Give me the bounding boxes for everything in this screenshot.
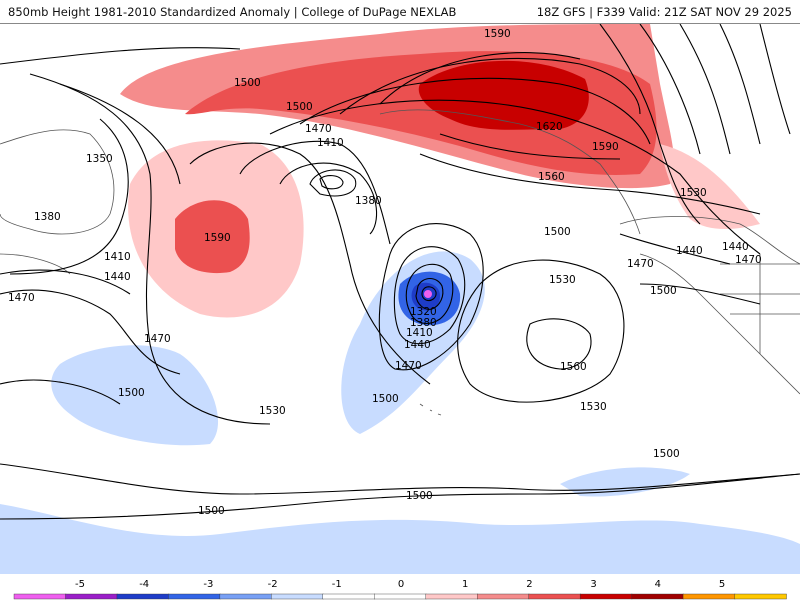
colorbar-swatch (734, 593, 787, 600)
anomaly-map: 1590 1500 1500 1470 1410 1350 1380 1380 … (0, 24, 800, 574)
anomaly-shading (0, 24, 800, 574)
contour-label: 1590 (592, 141, 619, 153)
contour-label: 1590 (484, 28, 511, 40)
colorbar-tick-label: -1 (332, 579, 342, 590)
contour-label: 1320 (410, 306, 437, 318)
contour-label: 1560 (538, 171, 565, 183)
colorbar-swatch (425, 593, 478, 600)
contour-label: 1470 (8, 292, 35, 304)
contour-label: 1500 (372, 393, 399, 405)
negative-anomaly-south (0, 504, 800, 574)
contour-label: 1350 (86, 153, 113, 165)
colorbar-swatch (682, 593, 736, 600)
colorbar-swatch (116, 593, 170, 600)
colorbar-tick-label: 1 (462, 579, 468, 590)
colorbar-swatch (65, 593, 118, 600)
height-contours (0, 24, 800, 520)
contour-label: 1530 (580, 401, 607, 413)
contour-label: 1500 (544, 226, 571, 238)
model-run-info: 18Z GFS | F339 Valid: 21Z SAT NOV 29 202… (536, 5, 792, 19)
contour-label: 1470 (627, 258, 654, 270)
contour-label: 1500 (286, 101, 313, 113)
colorbar-swatch (579, 593, 633, 600)
contour-label: 1530 (680, 187, 707, 199)
colorbar-swatch (322, 593, 375, 600)
contour-label: 1440 (104, 271, 131, 283)
contour-label: 1500 (406, 490, 433, 502)
colorbar-tick-label: -4 (139, 579, 149, 590)
negative-anomaly-southeast (560, 467, 690, 497)
contour-label: 1500 (234, 77, 261, 89)
negative-anomaly-west (51, 345, 219, 446)
colorbar-tick-label: 2 (526, 579, 532, 590)
colorbar-ticks: -5 -4 -3 -2 -1 0 1 2 3 4 5 (75, 579, 725, 590)
contour-label: 1470 (395, 360, 422, 372)
contour-label: 1500 (198, 505, 225, 517)
contour-label: 1620 (536, 121, 563, 133)
colorbar-tick-label: 5 (719, 579, 725, 590)
contour-label: 1410 (317, 137, 344, 149)
contour-label: 1470 (735, 254, 762, 266)
contour-label: 1380 (355, 195, 382, 207)
colorbar-swatch (374, 593, 427, 600)
colorbar-swatch (477, 593, 530, 600)
colorbar-tick-label: -2 (268, 579, 278, 590)
colorbar-swatch (219, 593, 273, 600)
colorbar-swatches (13, 593, 787, 600)
contour-label: 1470 (144, 333, 171, 345)
colorbar-tick-label: 4 (655, 579, 661, 590)
colorbar: -5 -4 -3 -2 -1 0 1 2 3 4 5 (13, 579, 787, 600)
contour-label: 1380 (410, 317, 437, 329)
contour-label: 1380 (34, 211, 61, 223)
colorbar-tick-label: -5 (75, 579, 85, 590)
map-header: 850mb Height 1981-2010 Standardized Anom… (0, 0, 800, 24)
contour-label: 1500 (650, 285, 677, 297)
contour-label: 1410 (104, 251, 131, 263)
positive-anomaly-pacific-core (175, 200, 250, 274)
colorbar-swatch (13, 593, 67, 600)
contour-label: 1560 (560, 361, 587, 373)
contour-label: 1440 (722, 241, 749, 253)
contour-label: 1500 (653, 448, 680, 460)
colorbar-swatch (528, 593, 581, 600)
coastlines (0, 109, 800, 416)
colorbar-tick-label: 3 (590, 579, 596, 590)
contour-label: 1440 (676, 245, 703, 257)
contour-label: 1470 (305, 123, 332, 135)
colorbar-tick-label: 0 (398, 579, 404, 590)
contour-label: 1530 (259, 405, 286, 417)
colorbar-swatch (168, 593, 221, 600)
colorbar-swatch (631, 593, 684, 600)
contour-label: 1440 (404, 339, 431, 351)
contour-label: 1410 (406, 327, 433, 339)
map-title: 850mb Height 1981-2010 Standardized Anom… (8, 5, 457, 19)
contour-label: 1590 (204, 232, 231, 244)
colorbar-swatch (271, 593, 324, 600)
contour-label: 1500 (118, 387, 145, 399)
contour-label: 1530 (549, 274, 576, 286)
contour-labels: 1590 1500 1500 1470 1410 1350 1380 1380 … (8, 28, 762, 517)
negative-anomaly-peak (424, 290, 432, 298)
colorbar-tick-label: -3 (203, 579, 213, 590)
